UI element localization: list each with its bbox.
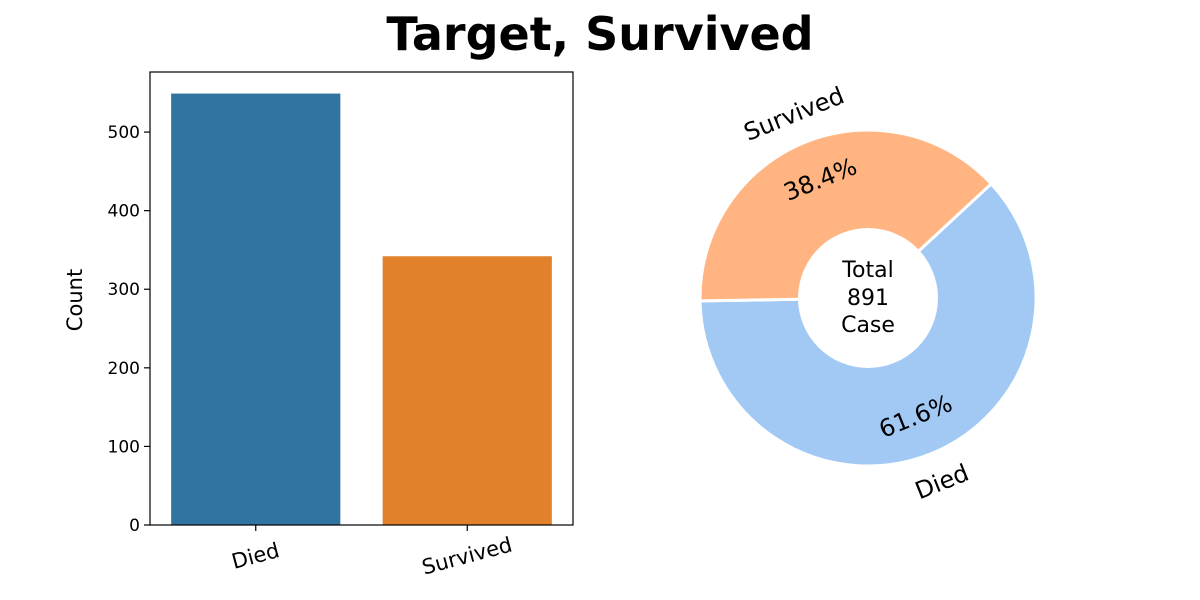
bar-survived (382, 256, 552, 525)
figure-title: Target, Survived (386, 7, 813, 61)
y-tick-label: 400 (108, 202, 140, 222)
center-text-line-1: Total (841, 258, 893, 283)
y-tick-label: 0 (129, 516, 140, 536)
center-text-line-2: 891 (847, 286, 889, 311)
y-tick-label: 200 (108, 359, 140, 379)
center-text-line-3: Case (841, 313, 895, 338)
bar-died (171, 93, 341, 526)
donut-hole (798, 228, 938, 368)
y-axis-label: Count (63, 269, 87, 331)
y-tick-label: 300 (108, 280, 140, 300)
donut-slice-survived (698, 128, 994, 303)
y-tick-label: 100 (108, 437, 140, 457)
y-tick-label: 500 (108, 123, 140, 143)
y-axis-ticks: 0 100 200 300 400 500 (108, 123, 150, 536)
bar-plot-frame (149, 71, 574, 526)
bar-series (171, 93, 552, 526)
